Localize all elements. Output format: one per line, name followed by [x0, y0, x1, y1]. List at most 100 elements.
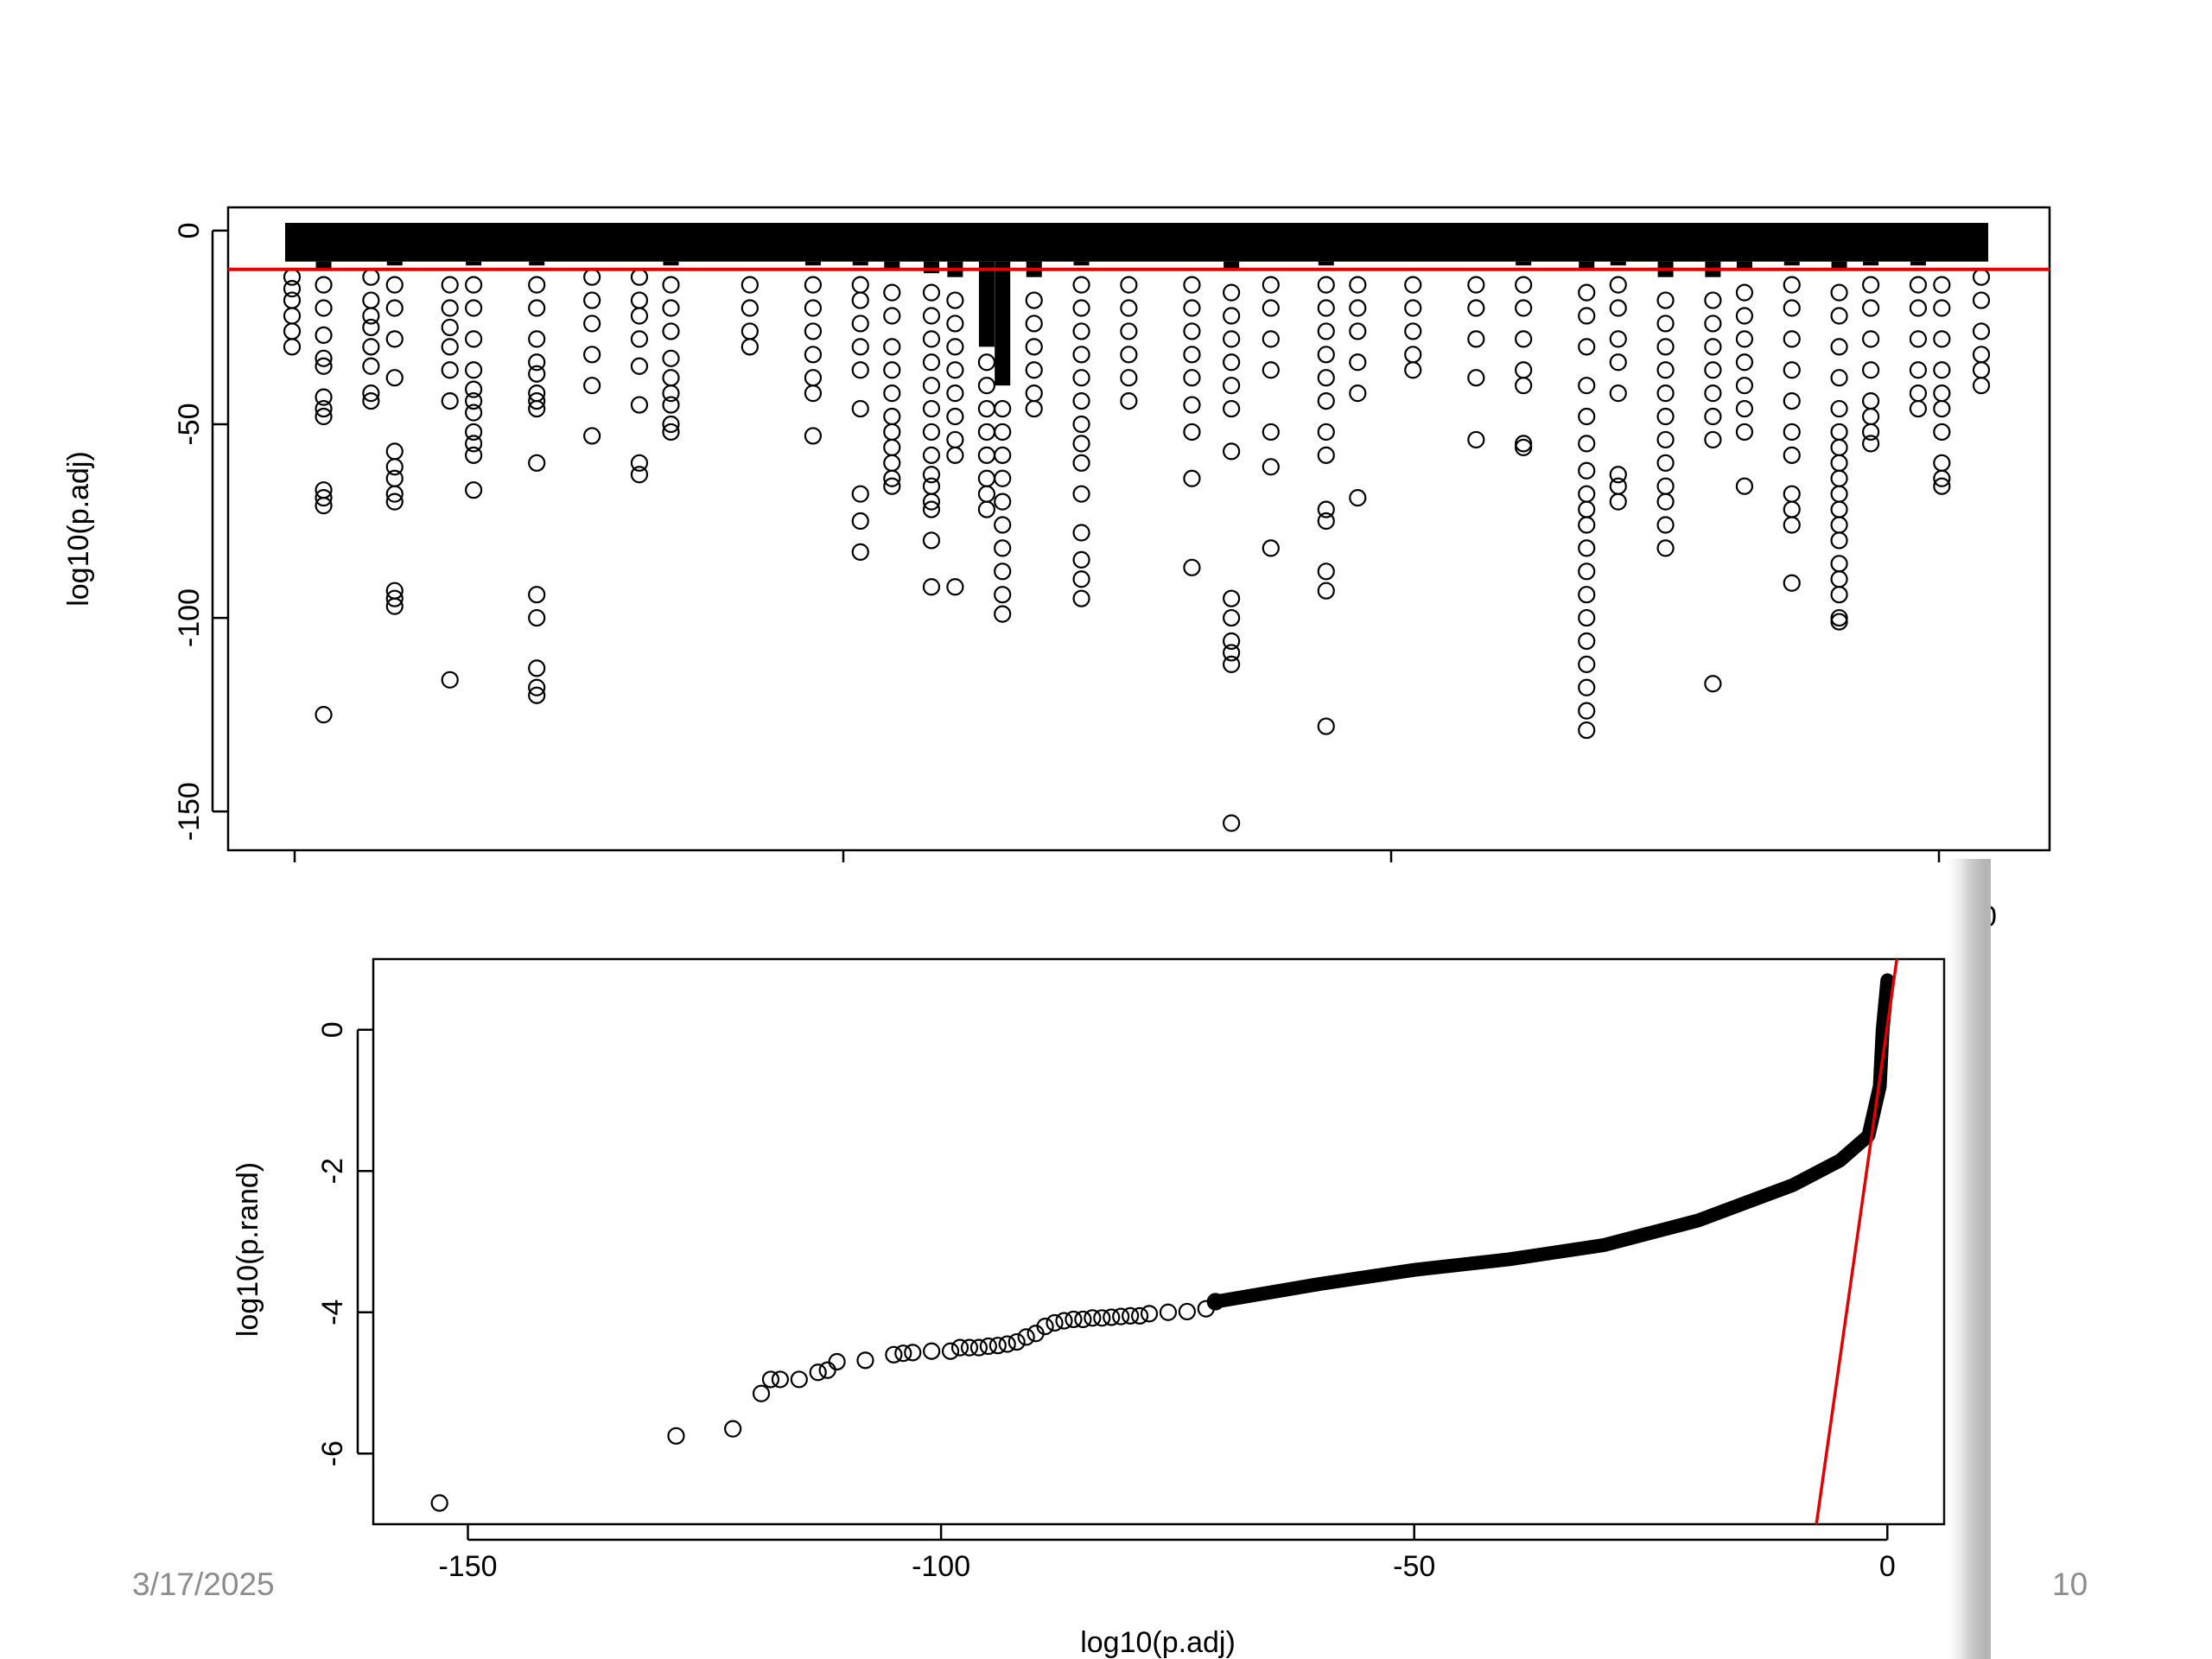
top-point	[1656, 539, 1675, 557]
top-point	[1317, 391, 1335, 410]
top-point	[1830, 531, 1848, 550]
top-point	[315, 706, 333, 724]
bottom-point	[1036, 1317, 1054, 1336]
top-point	[804, 427, 823, 445]
top-point	[1515, 330, 1533, 348]
top-point	[804, 346, 823, 364]
top-point	[1578, 461, 1596, 480]
top-point	[1349, 489, 1367, 507]
top-point	[1072, 415, 1090, 434]
top-point	[630, 330, 649, 348]
top-point	[528, 365, 546, 383]
top-point	[283, 280, 302, 298]
bottom-point	[828, 1352, 846, 1371]
top-point	[441, 391, 459, 410]
top-point	[1783, 423, 1801, 442]
bottom-point	[856, 1351, 874, 1370]
top-point	[1830, 613, 1848, 631]
top-point	[804, 322, 823, 340]
top-point	[1578, 435, 1596, 453]
top-point	[922, 466, 941, 484]
top-point	[662, 415, 680, 434]
top-point	[1609, 477, 1627, 495]
top-point	[851, 276, 869, 294]
bottom-x-tick-label: -50	[1393, 1550, 1435, 1583]
top-point	[385, 299, 404, 317]
top-y-tick-label: -50	[173, 403, 206, 445]
top-point	[1862, 330, 1880, 348]
top-point	[1735, 399, 1754, 418]
top-point	[528, 686, 546, 704]
top-dense-spike	[1579, 261, 1595, 270]
top-point	[315, 276, 333, 294]
bottom-point	[771, 1370, 790, 1389]
slide-edge-dark	[1984, 859, 1991, 1659]
top-point	[1656, 477, 1675, 495]
top-point	[1783, 516, 1801, 534]
top-point	[1515, 276, 1533, 294]
top-point	[630, 307, 649, 325]
top-point	[1704, 291, 1722, 309]
top-point	[1404, 276, 1422, 294]
top-point	[1262, 299, 1280, 317]
top-point	[1704, 361, 1722, 379]
top-point	[883, 423, 901, 442]
top-dense-spike	[804, 261, 821, 266]
bottom-point	[667, 1427, 685, 1445]
bottom-point	[1084, 1309, 1102, 1327]
top-point	[1317, 423, 1335, 442]
top-point	[630, 357, 649, 375]
top-point	[946, 407, 964, 426]
top-point	[1317, 322, 1335, 340]
top-point	[1262, 423, 1280, 442]
bottom-point	[904, 1344, 922, 1362]
top-point	[465, 404, 483, 422]
top-point	[1933, 477, 1951, 495]
top-point	[583, 346, 601, 364]
top-point	[385, 369, 404, 387]
bottom-point	[1055, 1312, 1073, 1330]
top-point	[1830, 485, 1848, 503]
top-point	[1183, 276, 1201, 294]
top-point	[994, 423, 1012, 442]
top-dense-spike	[386, 261, 403, 266]
top-point	[1735, 377, 1754, 395]
top-point	[1262, 458, 1280, 476]
top-point	[583, 427, 601, 445]
top-point	[1072, 346, 1090, 364]
top-dense-spike	[1831, 261, 1847, 270]
top-point	[1578, 563, 1596, 581]
top-point	[977, 423, 996, 442]
top-y-tick-label: -100	[173, 588, 206, 647]
top-point	[1704, 675, 1722, 693]
top-point	[946, 338, 964, 356]
top-point	[662, 322, 680, 340]
top-point	[1909, 399, 1928, 418]
bottom-y-tick-label: -6	[316, 1440, 349, 1466]
top-point	[1317, 346, 1335, 364]
bottom-point	[790, 1370, 808, 1389]
top-point	[441, 671, 459, 689]
top-point	[465, 423, 483, 442]
bottom-point	[1007, 1332, 1026, 1351]
top-point	[1656, 516, 1675, 534]
top-point	[1025, 338, 1043, 356]
top-point	[1467, 369, 1485, 387]
top-point	[1317, 500, 1335, 518]
top-point	[1120, 299, 1138, 317]
top-point	[1578, 283, 1596, 302]
top-point	[1862, 407, 1880, 426]
top-point	[1262, 361, 1280, 379]
bottom-point	[1093, 1309, 1111, 1327]
top-point	[385, 276, 404, 294]
top-point	[1578, 500, 1596, 518]
top-point	[1404, 346, 1422, 364]
top-dense-spike	[978, 261, 995, 347]
top-point	[1515, 435, 1533, 453]
top-point	[1783, 330, 1801, 348]
top-point	[1317, 512, 1335, 531]
top-point	[528, 276, 546, 294]
top-point	[1223, 644, 1241, 662]
top-point	[465, 276, 483, 294]
